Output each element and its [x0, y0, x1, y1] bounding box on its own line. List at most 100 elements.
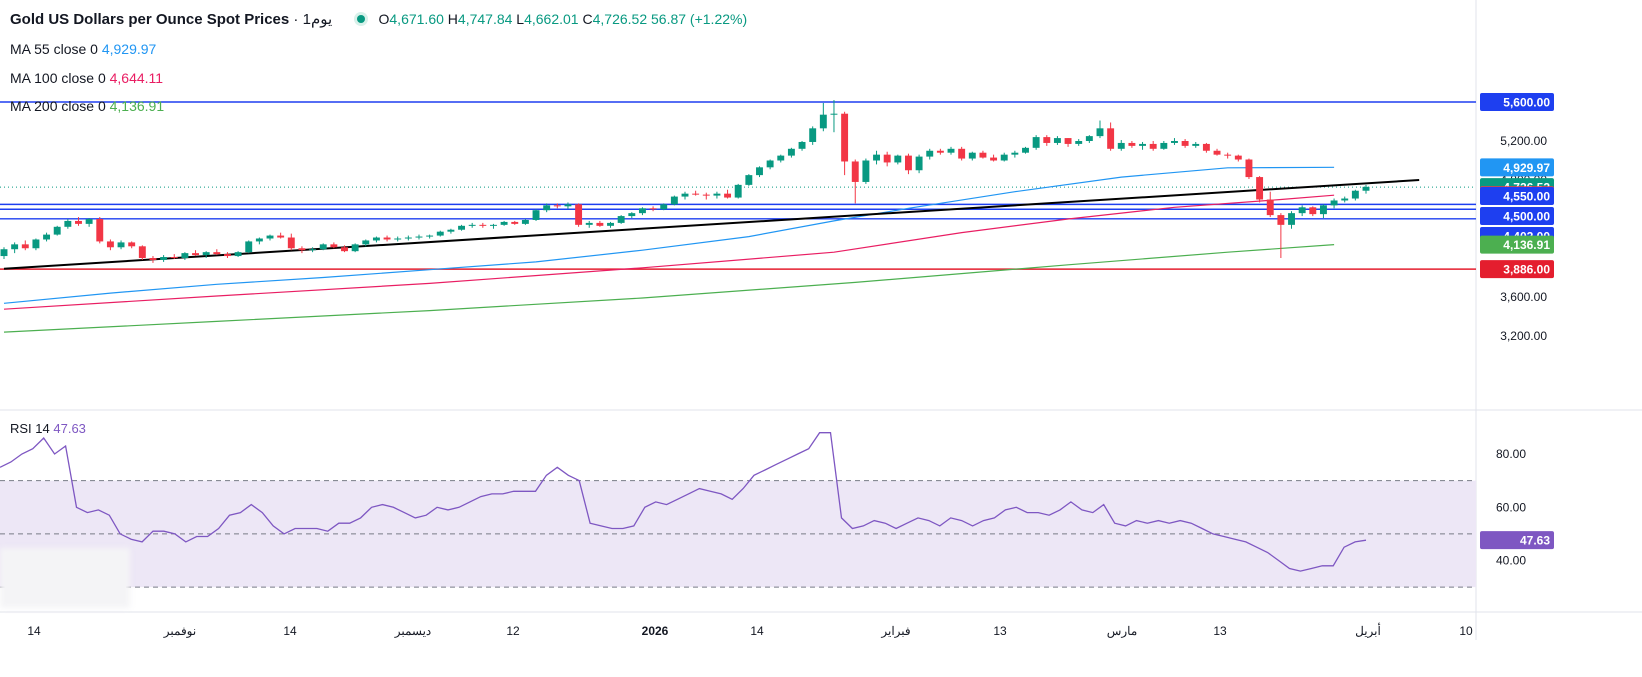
candle-body	[1000, 154, 1008, 161]
rsi-badge-label: 47.63	[1520, 534, 1550, 548]
ohlc-values: O4,671.60 H4,747.84 L4,662.01 C4,726.52 …	[379, 11, 748, 27]
candle-body	[468, 224, 476, 226]
candle-body	[1064, 138, 1072, 144]
close-value: 4,726.52	[592, 11, 648, 27]
time-tick-label: مارس	[1107, 624, 1138, 638]
candle-body	[1011, 152, 1019, 155]
symbol-header[interactable]: Gold US Dollars per Ounce Spot Prices · …	[10, 10, 747, 28]
candle-body	[362, 240, 370, 245]
candle-body	[649, 208, 657, 210]
high-value: 4,747.84	[457, 11, 513, 27]
candle-body	[117, 242, 125, 248]
candle-body	[521, 219, 529, 224]
candle-body	[809, 128, 817, 142]
low-value: 4,662.01	[524, 11, 579, 27]
price-badges: 5,600.004,500.004,402.003,886.004,929.97…	[1480, 93, 1554, 550]
candle-body	[181, 253, 189, 258]
candle-body	[745, 175, 753, 185]
candle-body	[543, 205, 551, 211]
candle-body	[96, 219, 104, 242]
candle-body	[1139, 143, 1147, 146]
candle-body	[553, 205, 561, 207]
candle-body	[1171, 141, 1178, 143]
candle-body	[1022, 147, 1029, 153]
candle-body	[426, 235, 434, 237]
candle-body	[968, 152, 976, 159]
rsi-legend[interactable]: RSI 14 47.63	[10, 421, 86, 436]
candle-body	[915, 156, 923, 171]
ma200-legend[interactable]: MA 200 close 0 4,136.91	[10, 98, 164, 114]
candle-body	[1351, 190, 1359, 199]
price-tick-label: 3,200.00	[1500, 329, 1547, 343]
rsi-badge-bg	[1480, 531, 1554, 550]
candle-body	[787, 148, 795, 156]
candle-body	[564, 204, 572, 207]
candle-body	[585, 222, 593, 225]
candle-body	[692, 193, 700, 195]
price-badge-0-bg	[1480, 158, 1554, 177]
candle-body	[724, 193, 732, 198]
candle-body	[245, 241, 253, 253]
candle-body	[617, 216, 625, 223]
candle-body	[575, 204, 583, 225]
candle-body	[319, 244, 327, 250]
time-tick-label: 14	[27, 624, 41, 638]
time-tick-label: 14	[750, 624, 764, 638]
horizontal-levels	[0, 101, 1476, 270]
candle-body	[1298, 207, 1306, 214]
candle-body	[170, 257, 178, 259]
candle-body	[841, 113, 849, 162]
candle-body	[128, 242, 136, 247]
time-tick-label: فبراير	[880, 624, 910, 638]
price-badge-4-bg	[1480, 235, 1554, 254]
open-value: 4,671.60	[389, 11, 444, 27]
candle-body	[1043, 137, 1051, 143]
candle-body	[1266, 199, 1274, 216]
ma55-legend[interactable]: MA 55 close 0 4,929.97	[10, 41, 156, 57]
candle-body	[287, 237, 295, 249]
interval-label: · 1يوم	[293, 11, 333, 28]
open-label: O	[378, 11, 390, 27]
candle-body	[53, 226, 61, 235]
candle-body	[1053, 138, 1061, 143]
candle-body	[351, 244, 359, 252]
level-badge-1-bg	[1480, 207, 1554, 225]
candle-body	[862, 160, 870, 182]
candle-body	[596, 222, 604, 226]
candle-body	[1224, 154, 1232, 156]
candle-body	[777, 155, 785, 161]
candle-body	[947, 148, 955, 153]
candle-body	[670, 196, 678, 205]
candle-body	[660, 204, 668, 210]
candle-body	[511, 221, 519, 224]
time-tick-label: ديسمبر	[394, 624, 432, 638]
candle-body	[202, 252, 210, 256]
level-badge-0-bg	[1480, 93, 1554, 111]
candle-body	[1330, 200, 1338, 206]
symbol-title: Gold US Dollars per Ounce Spot Prices	[10, 11, 290, 28]
ma100-legend[interactable]: MA 100 close 0 4,644.11	[10, 70, 163, 86]
level-badge-0-label: 5,600.00	[1503, 96, 1550, 110]
candle-body	[1075, 141, 1083, 144]
candle-body	[330, 244, 338, 248]
candle-body	[394, 238, 402, 240]
candle-body	[11, 244, 19, 250]
time-tick-label: نوفمبر	[163, 624, 196, 638]
candle-body	[106, 241, 114, 248]
price-tick-label: 5,200.00	[1500, 134, 1547, 148]
candle-body	[85, 219, 93, 224]
candle-body	[766, 160, 774, 168]
level-badge-3-label: 3,886.00	[1503, 263, 1550, 277]
candle-body	[702, 194, 710, 196]
ma200-label: MA 200 close 0	[10, 98, 106, 114]
candle-body	[75, 220, 82, 224]
ma55-value: 4,929.97	[101, 41, 157, 57]
level-badge-3-bg	[1480, 260, 1554, 279]
ma55-label: MA 55 close 0	[10, 41, 98, 57]
candle-body	[936, 150, 944, 153]
candle-body	[1096, 128, 1104, 137]
candle-body	[798, 141, 806, 149]
candle-body	[266, 235, 274, 239]
